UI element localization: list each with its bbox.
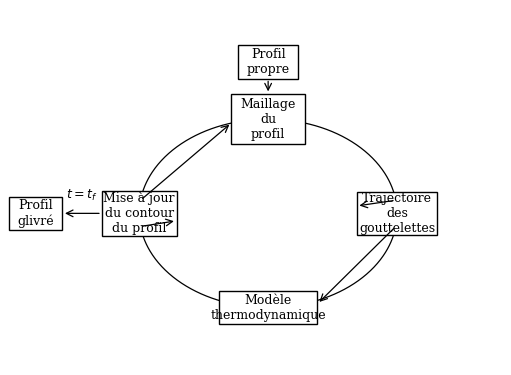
- FancyBboxPatch shape: [231, 94, 305, 144]
- Text: Mise à jour
du contour
du profil: Mise à jour du contour du profil: [104, 192, 175, 235]
- Text: $t = t_f$: $t = t_f$: [66, 188, 98, 203]
- Text: Profil
propre: Profil propre: [247, 48, 290, 76]
- FancyBboxPatch shape: [9, 197, 62, 230]
- Text: Profil
glivré: Profil glivré: [17, 199, 54, 228]
- Text: Modèle
thermodynamique: Modèle thermodynamique: [211, 294, 326, 322]
- Text: Maillage
du
profil: Maillage du profil: [241, 98, 296, 141]
- FancyBboxPatch shape: [102, 191, 177, 236]
- FancyBboxPatch shape: [219, 291, 317, 324]
- Text: Trajectoire
des
gouttelettes: Trajectoire des gouttelettes: [359, 192, 435, 235]
- FancyBboxPatch shape: [238, 45, 298, 78]
- FancyBboxPatch shape: [357, 192, 437, 235]
